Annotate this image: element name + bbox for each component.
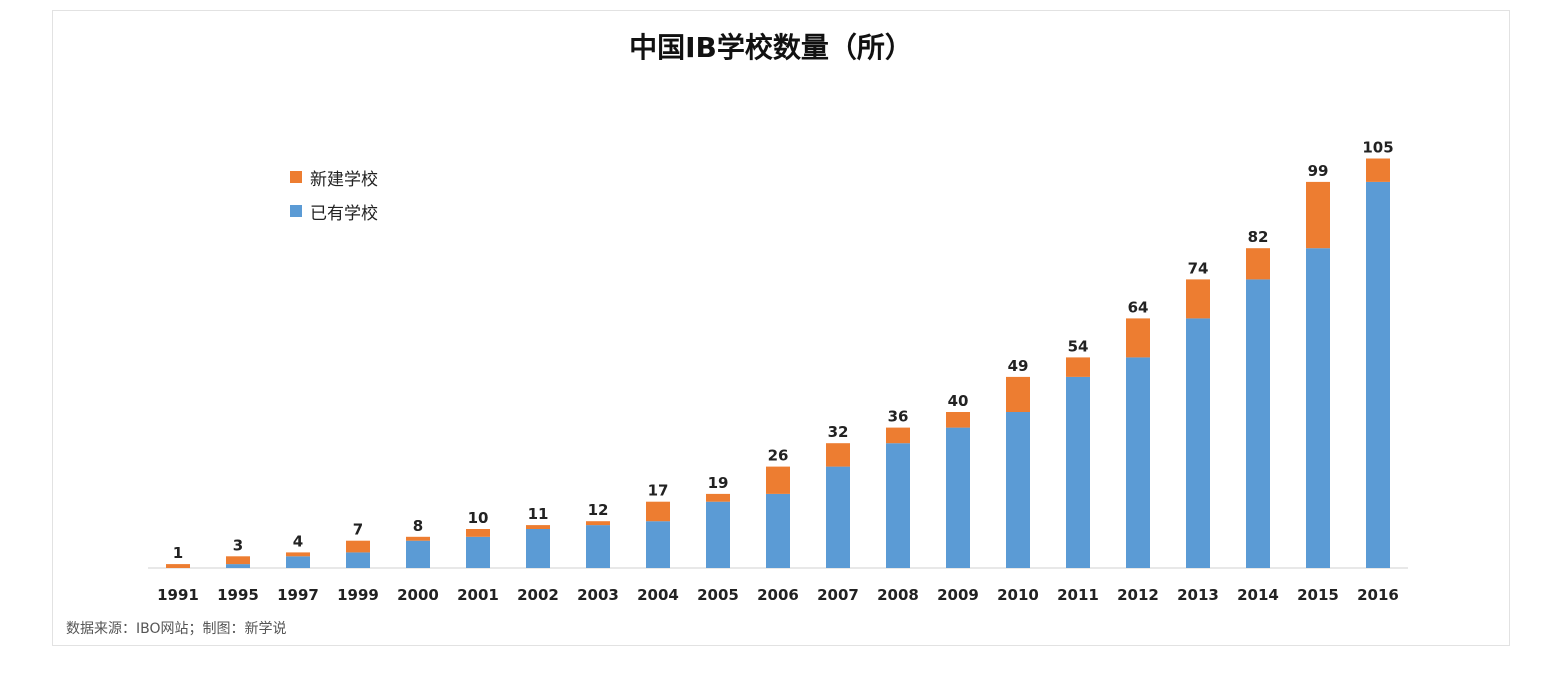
data-label-2003: 12 — [588, 501, 609, 519]
x-tick-label-2014: 2014 — [1237, 586, 1279, 604]
bar-new-2014 — [1246, 248, 1270, 280]
x-tick-label-2011: 2011 — [1057, 586, 1099, 604]
data-label-2014: 82 — [1248, 228, 1269, 246]
x-tick-label-2013: 2013 — [1177, 586, 1219, 604]
x-tick-label-2002: 2002 — [517, 586, 559, 604]
bar-new-2002 — [526, 525, 550, 529]
legend: 新建学校 已有学校 — [290, 160, 378, 228]
x-tick-label-2007: 2007 — [817, 586, 859, 604]
data-label-2011: 54 — [1068, 337, 1089, 355]
data-label-2010: 49 — [1008, 357, 1029, 375]
x-tick-label-1999: 1999 — [337, 586, 379, 604]
bar-new-1997 — [286, 552, 310, 557]
x-tick-label-2004: 2004 — [637, 586, 679, 604]
x-tick-label-2016: 2016 — [1357, 586, 1399, 604]
bar-existing-2004 — [646, 521, 670, 568]
data-label-1995: 3 — [233, 536, 243, 554]
x-tick-label-2009: 2009 — [937, 586, 979, 604]
bar-new-1991 — [166, 564, 190, 568]
bar-new-2006 — [766, 466, 790, 494]
bar-existing-2002 — [526, 529, 550, 568]
bar-existing-2001 — [466, 536, 490, 568]
data-label-2001: 10 — [468, 509, 489, 527]
chart-title: 中国IB学校数量（所） — [629, 31, 913, 64]
bar-new-2011 — [1066, 357, 1090, 377]
data-label-2015: 99 — [1308, 162, 1329, 180]
bar-existing-2016 — [1366, 181, 1390, 568]
data-label-1999: 7 — [353, 521, 363, 539]
bar-existing-2000 — [406, 540, 430, 568]
bar-existing-2006 — [766, 493, 790, 568]
x-tick-label-1997: 1997 — [277, 586, 319, 604]
bar-existing-2012 — [1126, 357, 1150, 568]
x-tick-label-1991: 1991 — [157, 586, 199, 604]
data-label-2016: 105 — [1362, 139, 1393, 157]
bar-new-2001 — [466, 529, 490, 537]
data-label-2005: 19 — [708, 474, 729, 492]
bar-new-2005 — [706, 493, 730, 502]
source-note: 数据来源：IBO网站；制图：新学说 — [66, 621, 287, 637]
data-label-2012: 64 — [1128, 298, 1149, 316]
bar-new-2010 — [1006, 376, 1030, 412]
bar-existing-2009 — [946, 427, 970, 568]
legend-label-existing: 已有学校 — [310, 203, 378, 224]
bar-existing-2008 — [886, 443, 910, 568]
data-label-2007: 32 — [828, 423, 849, 441]
data-label-2002: 11 — [528, 505, 549, 523]
x-tick-label-1995: 1995 — [217, 586, 259, 604]
bar-new-2007 — [826, 443, 850, 467]
data-label-2000: 8 — [413, 517, 423, 535]
data-label-2004: 17 — [648, 482, 669, 500]
bar-new-2003 — [586, 521, 610, 526]
bar-new-2013 — [1186, 279, 1210, 319]
data-label-2013: 74 — [1188, 259, 1209, 277]
x-tick-label-2015: 2015 — [1297, 586, 1339, 604]
bar-new-2015 — [1306, 181, 1330, 249]
bar-existing-2007 — [826, 466, 850, 568]
x-tick-label-2008: 2008 — [877, 586, 919, 604]
bar-existing-2014 — [1246, 279, 1270, 568]
legend-item-existing: 已有学校 — [290, 194, 378, 228]
legend-swatch-existing — [290, 205, 302, 217]
bar-existing-2011 — [1066, 376, 1090, 568]
bar-new-2004 — [646, 501, 670, 522]
x-tick-label-2001: 2001 — [457, 586, 499, 604]
bar-new-2012 — [1126, 318, 1150, 358]
data-label-1997: 4 — [293, 532, 303, 550]
bar-existing-1997 — [286, 556, 310, 568]
x-tick-label-2012: 2012 — [1117, 586, 1159, 604]
bar-existing-2015 — [1306, 248, 1330, 568]
x-tick-label-2000: 2000 — [397, 586, 439, 604]
bar-new-2016 — [1366, 158, 1390, 182]
legend-item-new: 新建学校 — [290, 160, 378, 194]
data-label-2009: 40 — [948, 392, 969, 410]
bar-existing-2005 — [706, 501, 730, 568]
bar-new-2008 — [886, 427, 910, 444]
bar-existing-1999 — [346, 552, 370, 568]
x-tick-label-2003: 2003 — [577, 586, 619, 604]
data-label-2008: 36 — [888, 408, 909, 426]
bar-existing-2010 — [1006, 412, 1030, 568]
bar-existing-2013 — [1186, 318, 1210, 568]
x-tick-label-2010: 2010 — [997, 586, 1039, 604]
data-label-1991: 1 — [173, 544, 183, 562]
x-tick-label-2005: 2005 — [697, 586, 739, 604]
bar-new-1995 — [226, 556, 250, 565]
data-label-2006: 26 — [768, 447, 789, 465]
x-tick-label-2006: 2006 — [757, 586, 799, 604]
bar-existing-1995 — [226, 564, 250, 568]
bar-new-1999 — [346, 540, 370, 553]
bar-existing-2003 — [586, 525, 610, 568]
legend-swatch-new — [290, 171, 302, 183]
legend-label-new: 新建学校 — [310, 169, 378, 190]
bar-new-2009 — [946, 412, 970, 428]
bar-new-2000 — [406, 536, 430, 541]
